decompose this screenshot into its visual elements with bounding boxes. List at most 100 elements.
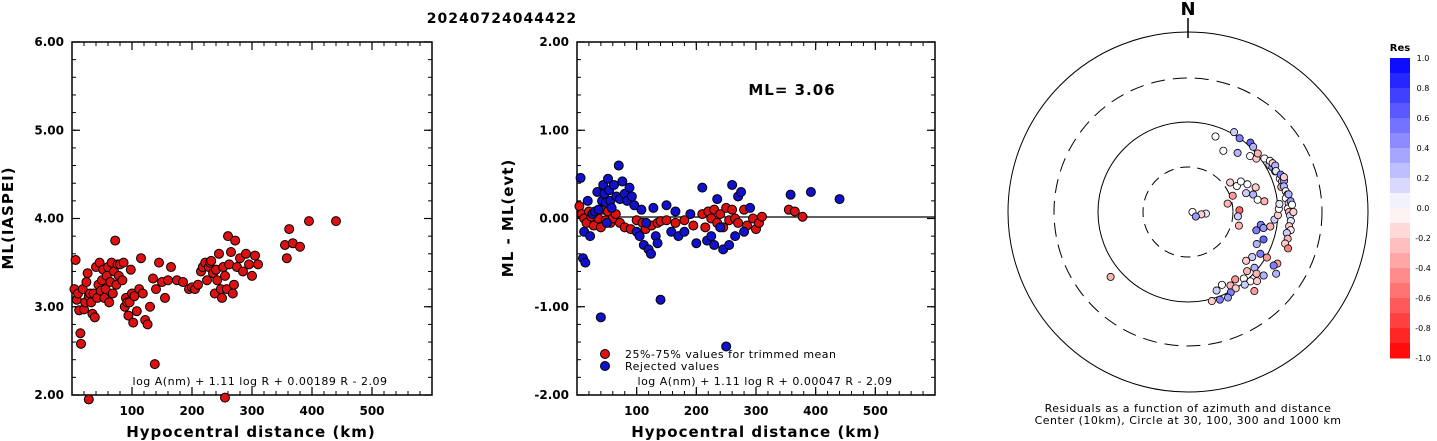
x-tick-labels: 100 200 300 400 500 (624, 404, 888, 418)
y-tick-labels: 2.00 3.00 4.00 5.00 6.00 (34, 35, 64, 402)
data-point (250, 250, 260, 261)
station-point (1207, 297, 1216, 306)
x-tick-label: 200 (684, 404, 709, 418)
station-point (1226, 178, 1235, 187)
station-point (1260, 197, 1269, 206)
data-point (117, 275, 128, 286)
station-point (1243, 180, 1252, 189)
legend-label-trimmed: 25%-75% values for trimmed mean (625, 348, 837, 361)
data-point (123, 310, 134, 321)
tick-marks (72, 41, 432, 396)
data-point (137, 288, 148, 299)
station-point (1275, 200, 1284, 209)
data-point (636, 204, 647, 215)
y-tick-label: 0.00 (539, 212, 569, 226)
x-tick-label: 100 (624, 404, 649, 418)
data-point (244, 259, 254, 270)
data-point (118, 257, 129, 268)
data-point (715, 222, 726, 233)
data-point (154, 257, 164, 268)
data-point (727, 204, 738, 215)
colorbar-tick-label: -0.2 (1415, 234, 1431, 243)
map-caption-line2: Center (10km), Circle at 30, 100, 300 an… (1035, 414, 1342, 427)
station-point (1211, 132, 1220, 141)
colorbar-tick-label: 0.6 (1417, 114, 1430, 123)
colorbar-tick-label: -0.4 (1415, 264, 1431, 273)
data-point (178, 277, 188, 288)
data-point (81, 277, 92, 288)
data-point (648, 202, 659, 213)
data-point (580, 257, 591, 268)
formula-text: log A(nm) + 1.11 log R + 0.00047 R - 2.0… (638, 375, 893, 388)
data-point (163, 275, 173, 286)
colorbar-tick-label: 0.2 (1417, 174, 1430, 183)
y-tick-label: -2.00 (534, 388, 569, 402)
event-id-title: 20240724044422 (427, 11, 577, 27)
x-axis-label: Hypocentral distance (km) (126, 423, 376, 441)
data-point (624, 182, 635, 193)
data-points (69, 216, 341, 405)
data-point (110, 235, 121, 246)
station-point (1279, 173, 1288, 182)
colorbar-cell (1390, 313, 1410, 329)
x-tick-label: 400 (803, 404, 828, 418)
data-point (670, 217, 681, 228)
data-point (142, 319, 153, 330)
station-point (1262, 253, 1271, 262)
data-point (281, 253, 292, 264)
data-point (724, 239, 735, 250)
data-point (227, 288, 238, 299)
colorbar-cell (1390, 148, 1410, 164)
data-point (700, 222, 711, 233)
x-tick-label: 300 (239, 404, 264, 418)
x-tick-label: 100 (119, 404, 144, 418)
y-tick-label: 3.00 (34, 300, 64, 314)
data-point (295, 241, 305, 252)
data-point (220, 270, 230, 281)
data-point (652, 238, 663, 249)
data-point (331, 216, 341, 227)
station-point (1240, 280, 1249, 289)
data-point (284, 224, 295, 235)
station-point (1242, 189, 1251, 198)
residual-plot: -2.00 -1.00 0.00 1.00 2.00 100 200 300 400 500 M… (499, 35, 936, 441)
data-point (745, 202, 756, 213)
data-point (89, 312, 100, 323)
data-point (125, 264, 136, 275)
station-point (1284, 190, 1293, 199)
data-point (730, 231, 741, 242)
station-point (1217, 280, 1226, 289)
station-point (1223, 293, 1232, 302)
data-point (666, 226, 677, 237)
data-point (253, 259, 263, 270)
data-point (582, 195, 593, 206)
station-point (1253, 149, 1262, 158)
data-point (304, 216, 314, 227)
data-point (661, 215, 672, 226)
station-point (1191, 212, 1200, 221)
data-point (608, 179, 619, 190)
station-point (1234, 221, 1243, 230)
station-point (1272, 269, 1281, 278)
colorbar-cells (1390, 58, 1410, 359)
station-point (1249, 142, 1258, 151)
colorbar-cell (1390, 298, 1410, 314)
station-point (1269, 261, 1278, 270)
data-point (670, 206, 681, 217)
legend-marker-rejected (600, 361, 610, 371)
colorbar-cell (1390, 208, 1410, 224)
data-point (217, 292, 227, 303)
data-point (247, 270, 257, 281)
colorbar-cell (1390, 193, 1410, 209)
station-point (1223, 199, 1232, 208)
data-point (715, 209, 726, 220)
residual-map: N Residuals as a function of azimuth and… (1007, 0, 1369, 427)
data-point (104, 297, 115, 308)
data-point (76, 338, 86, 349)
colorbar-cell (1390, 103, 1410, 119)
data-points (574, 160, 845, 352)
x-tick-label: 200 (179, 404, 204, 418)
data-point (70, 254, 81, 265)
station-point (1248, 252, 1257, 261)
data-point (661, 200, 672, 211)
